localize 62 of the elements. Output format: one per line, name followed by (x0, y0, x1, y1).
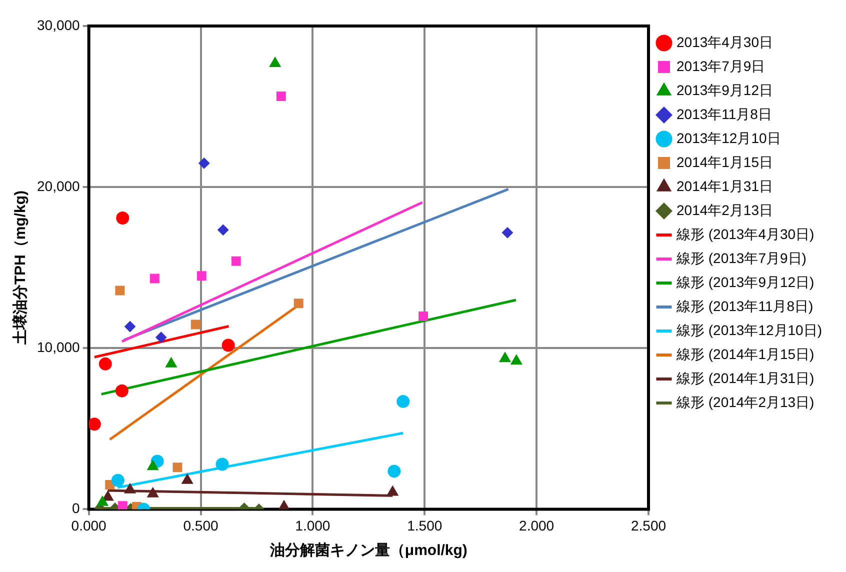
legend-label: 線形 (2014年1月15日) (675, 346, 814, 362)
legend-label: 2014年2月13日 (676, 202, 774, 218)
legend-label: 線形 (2014年2月13日) (675, 394, 814, 410)
legend-label: 2013年11月8日 (676, 106, 772, 122)
point (88, 418, 101, 431)
point (388, 464, 401, 478)
point (218, 224, 229, 236)
x-tick-label: 1.500 (407, 517, 442, 534)
legend-label: 2013年7月9日 (676, 58, 766, 74)
x-tick-label: 0.000 (71, 517, 107, 534)
point (115, 286, 125, 296)
y-tick-label: 10,000 (36, 338, 80, 355)
point (96, 496, 108, 506)
x-tick-label: 2.000 (519, 517, 554, 534)
point (216, 458, 229, 471)
point (510, 354, 522, 365)
point (276, 91, 286, 101)
point (111, 474, 124, 487)
point (502, 227, 513, 238)
point (196, 271, 206, 281)
legend-label: 線形 (2013年9月12日) (675, 274, 814, 290)
x-tick-label: 2.500 (630, 517, 666, 534)
point (118, 501, 128, 510)
legend-label: 線形 (2014年1月31日) (675, 370, 814, 386)
x-axis-title: 油分解菌キノン量（μmol/kg) (268, 542, 468, 560)
point (98, 357, 112, 370)
point (124, 321, 136, 332)
point (147, 487, 159, 498)
legend-label: 線形 (2013年11月8日) (675, 298, 814, 314)
point (116, 211, 130, 224)
point (150, 274, 160, 284)
point (294, 298, 304, 308)
legend-label: 線形 (2013年7月9日) (675, 250, 806, 266)
point (182, 474, 194, 484)
legend-label: 2013年4月30日 (676, 34, 774, 50)
point (499, 352, 511, 362)
point (166, 357, 177, 368)
point (102, 490, 114, 501)
point (172, 462, 182, 472)
x-tick-label: 1.000 (295, 517, 330, 534)
point (198, 158, 210, 169)
y-tick-label: 30,000 (36, 16, 80, 33)
legend-label: 2013年12月10日 (676, 130, 781, 146)
point (124, 483, 136, 494)
point (222, 338, 235, 352)
legend-label: 2013年9月12日 (676, 82, 774, 98)
x-tick-label: 0.500 (183, 517, 218, 534)
point (190, 320, 200, 330)
legend-label: 2014年1月15日 (676, 154, 774, 170)
point (156, 332, 167, 343)
point (396, 394, 410, 408)
y-tick-label: 0 (72, 500, 80, 516)
y-tick-label: 20,000 (36, 178, 80, 194)
point (231, 256, 241, 266)
y-axis-title: 土壌油分TPH（mg/kg) (11, 190, 30, 346)
point (386, 486, 398, 496)
legend-label: 線形 (2013年4月30日) (675, 226, 814, 242)
point (418, 312, 428, 321)
point (115, 384, 128, 398)
point (147, 460, 159, 470)
legend-label: 線形 (2013年12月10日) (675, 322, 822, 338)
legend-label: 2014年1月31日 (676, 178, 774, 194)
